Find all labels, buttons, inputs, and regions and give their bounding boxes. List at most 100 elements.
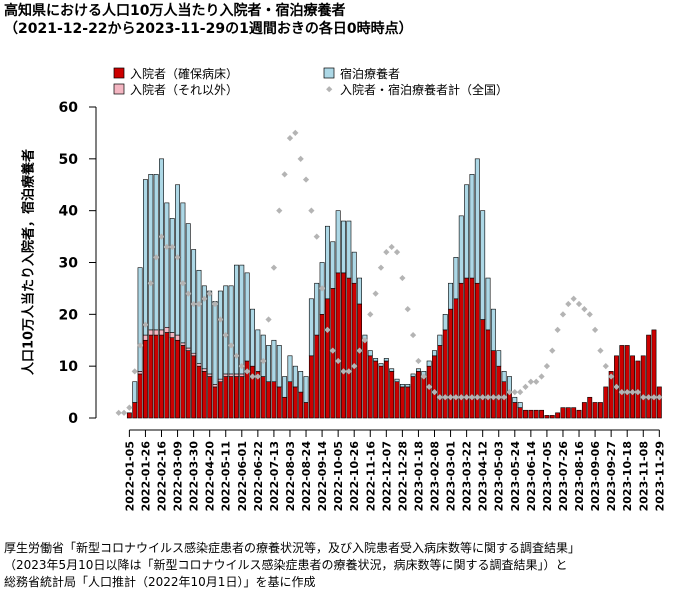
national-total-point — [377, 264, 385, 271]
bar-hotel-recuperation — [271, 339, 277, 383]
bar-hotel-recuperation — [480, 210, 486, 320]
bar-hotel-recuperation — [153, 174, 159, 331]
bar-hospitalized-secured-bed — [319, 314, 325, 419]
national-total-point — [447, 394, 454, 401]
x-tick-label: 2022-06-01 — [236, 441, 249, 511]
bar-hospitalized-other — [175, 334, 181, 341]
x-tick-label: 2022-03-09 — [172, 441, 185, 511]
bar-hospitalized-other — [223, 373, 229, 377]
bar-hospitalized-secured-bed — [656, 386, 662, 419]
bar-hospitalized-secured-bed — [351, 282, 357, 419]
x-tick-label: 2023-03-01 — [445, 441, 458, 511]
y-tick-label: 10 — [59, 359, 79, 375]
national-total-point — [404, 306, 411, 313]
bar-hotel-recuperation — [405, 384, 411, 388]
bar-hospitalized-secured-bed — [228, 376, 234, 419]
bar-hotel-recuperation — [501, 371, 507, 383]
bar-hospitalized-other — [239, 373, 245, 377]
bar-hospitalized-secured-bed — [544, 415, 550, 419]
national-total-point — [356, 347, 363, 354]
bar-hospitalized-secured-bed — [137, 373, 143, 419]
national-total-point — [591, 326, 599, 333]
x-tick-label: 2023-07-05 — [541, 441, 554, 511]
bar-hotel-recuperation — [469, 174, 475, 279]
bar-hospitalized-other — [234, 373, 239, 377]
source-line-2: （2023年5月10日以降は「新型コロナウイルス感染症患者の療養状況，病床数等に… — [4, 558, 568, 572]
bar-hospitalized-secured-bed — [292, 386, 298, 419]
bar-hotel-recuperation — [458, 215, 464, 284]
national-total-point — [645, 394, 652, 401]
bar-hospitalized-secured-bed — [260, 376, 266, 419]
national-total-point — [276, 207, 283, 214]
bar-hotel-recuperation — [437, 334, 443, 346]
bar-hospitalized-secured-bed — [357, 303, 362, 419]
national-total-point — [351, 363, 358, 370]
national-total-point — [399, 274, 406, 282]
national-total-point — [115, 409, 122, 416]
national-total-point — [474, 394, 481, 401]
y-tick-label: 60 — [59, 100, 79, 116]
bar-hospitalized-secured-bed — [362, 339, 368, 419]
bar-hospitalized-secured-bed — [587, 396, 593, 419]
bar-hospitalized-secured-bed — [180, 345, 186, 419]
x-tick-label: 2023-06-14 — [525, 441, 538, 512]
bar-hospitalized-secured-bed — [164, 332, 170, 419]
bar-hotel-recuperation — [485, 277, 491, 331]
national-total-point — [517, 388, 524, 396]
legend-label: 入院者（確保病床） — [130, 66, 238, 81]
bar-hospitalized-secured-bed — [549, 415, 555, 419]
bar-hospitalized-secured-bed — [287, 381, 293, 419]
bar-hospitalized-secured-bed — [581, 402, 587, 419]
x-tick-label: 2022-11-16 — [364, 441, 377, 512]
legend-swatch — [323, 67, 335, 79]
x-tick-label: 2023-07-26 — [557, 441, 570, 512]
bar-hospitalized-secured-bed — [239, 376, 245, 419]
national-total-point — [506, 388, 513, 396]
bar-hotel-recuperation — [201, 285, 207, 370]
national-total-point — [367, 311, 374, 318]
bar-hospitalized-secured-bed — [367, 355, 373, 419]
bar-hotel-recuperation — [389, 368, 395, 372]
national-total-point — [313, 233, 320, 240]
bar-hospitalized-secured-bed — [217, 381, 223, 419]
bar-hospitalized-secured-bed — [539, 409, 545, 419]
bar-hotel-recuperation — [367, 350, 373, 357]
national-total-point — [484, 394, 492, 401]
bar-hospitalized-secured-bed — [437, 345, 443, 419]
national-total-point — [436, 394, 443, 401]
bar-hospitalized-secured-bed — [346, 277, 352, 419]
bar-hotel-recuperation — [250, 308, 255, 367]
bar-hospitalized-secured-bed — [378, 365, 384, 419]
bar-hospitalized-secured-bed — [308, 355, 314, 419]
bar-hotel-recuperation — [239, 264, 245, 375]
x-tick-label: 2022-01-26 — [139, 441, 152, 512]
bar-hotel-recuperation — [132, 381, 138, 403]
national-total-point — [361, 337, 369, 344]
bar-hospitalized-secured-bed — [608, 371, 614, 419]
national-total-point — [131, 368, 138, 375]
x-tick-label: 2023-02-08 — [429, 441, 442, 511]
bar-hospitalized-other — [212, 384, 218, 388]
x-tick-label: 2022-10-05 — [332, 441, 345, 511]
national-total-point — [565, 300, 572, 308]
national-total-point — [554, 326, 561, 333]
bar-hospitalized-secured-bed — [341, 272, 346, 419]
bar-hotel-recuperation — [255, 329, 261, 372]
bar-hotel-recuperation — [266, 345, 271, 383]
bar-hospitalized-secured-bed — [651, 329, 657, 419]
national-total-point — [318, 285, 326, 292]
bar-hospitalized-secured-bed — [571, 407, 577, 419]
legend-label: 入院者・宿泊療養者計（全国） — [340, 82, 508, 97]
national-total-point — [211, 300, 219, 308]
bar-hospitalized-secured-bed — [383, 360, 389, 419]
bar-hotel-recuperation — [448, 282, 453, 310]
bar-hospitalized-other — [148, 329, 154, 336]
national-total-point — [613, 383, 620, 391]
bar-hotel-recuperation — [314, 282, 320, 336]
national-total-point — [602, 363, 609, 370]
x-tick-label: 2023-11-29 — [653, 441, 666, 511]
national-total-point — [656, 394, 663, 401]
bar-hospitalized-secured-bed — [394, 381, 400, 419]
bar-hotel-recuperation — [394, 378, 400, 383]
bar-hospitalized-secured-bed — [448, 308, 453, 419]
